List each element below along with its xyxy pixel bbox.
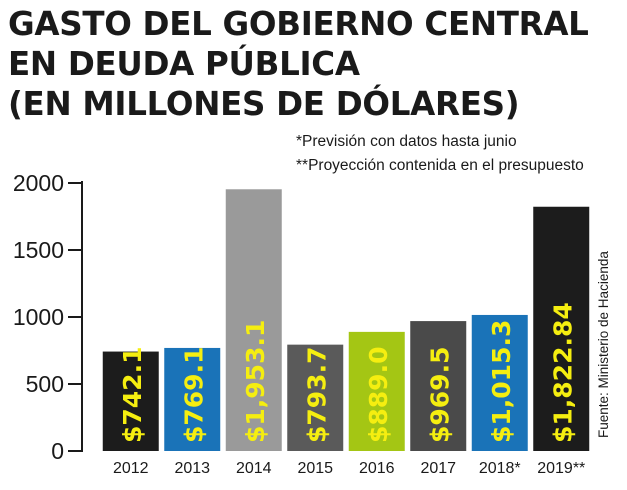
- bar-2013: [164, 347, 221, 451]
- chart-notes: *Previsión con datos hasta junio **Proye…: [296, 130, 584, 178]
- bar-value-label: $769.1: [179, 347, 208, 443]
- note-forecast: *Previsión con datos hasta junio: [296, 133, 517, 150]
- bar-2012: [102, 351, 159, 451]
- bar-2015: [287, 344, 344, 451]
- bar-2018: [471, 314, 528, 451]
- x-tick-label: 2016: [359, 460, 395, 477]
- source-note: Fuente: Ministerio de Hacienda: [596, 251, 611, 438]
- x-tick-label: 2015: [297, 460, 333, 477]
- bar-value-label: $1,015.3: [487, 320, 516, 443]
- chart-title-line-2: EN DEUDA PÚBLICA: [8, 45, 360, 83]
- bar-value-label: $1,953.1: [241, 320, 270, 443]
- y-tick-label: 0: [51, 438, 64, 464]
- chart-title-line-1: GASTO DEL GOBIERNO CENTRAL: [8, 5, 589, 43]
- y-tick-label: 1500: [13, 237, 64, 263]
- bar-value-label: $1,822.84: [548, 302, 577, 443]
- x-tick-label: 2017: [420, 460, 456, 477]
- bar-2017: [410, 321, 467, 451]
- chart-title-line-3: (EN MILLONES DE DÓLARES): [8, 85, 520, 123]
- bar-value-label: $889.0: [364, 347, 393, 443]
- y-tick-label: 2000: [13, 170, 64, 196]
- y-tick-label: 500: [26, 371, 64, 397]
- x-tick-label: 2018*: [479, 460, 521, 477]
- bar-2014: [225, 189, 282, 451]
- bar-2016: [348, 331, 405, 451]
- x-tick-label: 2012: [113, 460, 149, 477]
- x-tick-label: 2014: [236, 460, 272, 477]
- bar-value-label: $793.7: [302, 347, 331, 443]
- bar-value-label: $969.5: [425, 347, 454, 443]
- x-tick-label: 2013: [174, 460, 210, 477]
- bar-value-label: $742.1: [118, 347, 147, 443]
- x-tick-label: 2019**: [537, 460, 585, 477]
- bar-2019: [533, 206, 590, 451]
- note-projection: **Proyección contenida en el presupuesto: [296, 157, 584, 174]
- chart-title: GASTO DEL GOBIERNO CENTRAL EN DEUDA PÚBL…: [8, 4, 589, 124]
- y-tick-label: 1000: [13, 304, 64, 330]
